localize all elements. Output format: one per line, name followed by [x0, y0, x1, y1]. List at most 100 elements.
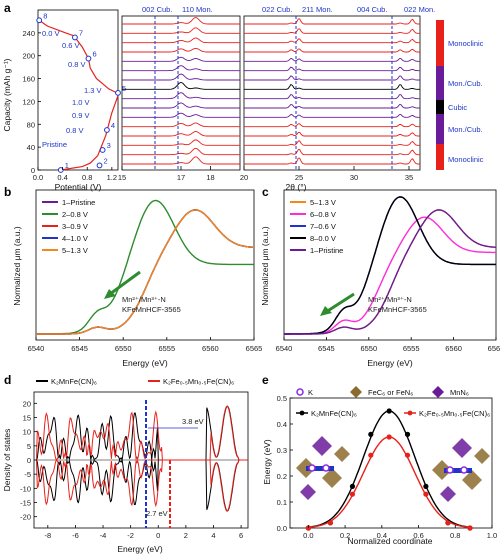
peak-label-5: 004 Cub. [357, 5, 387, 14]
capacity-point-6 [85, 55, 92, 62]
legend-label-5: 5–1.3 V [62, 246, 88, 255]
phase-label-3: Cubic [448, 103, 467, 112]
xrd-pattern-seg1-11 [122, 112, 240, 118]
xanes-xtick-label: 6565 [246, 344, 263, 353]
xrd-pattern-seg1-8 [122, 81, 240, 90]
barrier-point [445, 520, 451, 526]
xanes-xtick-label: 6545 [71, 344, 88, 353]
panel-e-frame [289, 397, 493, 529]
panel-label-c: c [262, 185, 269, 199]
phase-bar-cubic [436, 100, 444, 114]
panel-b-ylabel: Normalized μm (a.u.) [12, 226, 22, 306]
xrd-frame-2 [243, 15, 421, 171]
panel-e-energy-barrier: 0.0 0.2 0.4 0.6 0.8 1.0 0.00.10.20.30.40.5 K … [262, 386, 497, 546]
e-ytick-label: 0.5 [277, 394, 287, 403]
xrd-pattern-seg1-6 [122, 65, 240, 72]
panel-c-arrow [325, 292, 355, 314]
legend-label-2: 6–0.8 V [310, 210, 336, 219]
xrd-pattern-seg2-1 [244, 18, 420, 25]
xrd-pattern-seg2-9 [244, 93, 420, 100]
gap-label-red: 2.7 eV [146, 509, 168, 518]
xrd-pattern-seg2-16 [244, 157, 420, 165]
panel-c-xlabel: Energy (eV) [367, 358, 413, 368]
e-legend-label-2: K₂Fe₀.₅Mn₀.₅Fe(CN)₆ [419, 409, 490, 418]
xrd-pattern-seg1-3 [122, 37, 240, 44]
xrd-xtick-label: 17 [177, 173, 185, 182]
e-ytick-label: 0.2 [277, 472, 287, 481]
a-ytick-label: 0 [31, 166, 35, 175]
capacity-point-label-2: 2 [104, 156, 108, 165]
dos-xtick-label: -6 [72, 531, 79, 540]
xrd-pattern-seg2-8 [244, 83, 420, 90]
xrd-xtick-label: 25 [295, 173, 303, 182]
xanes-curve-5 [36, 209, 255, 335]
panel-e-ylabel: Energy (eV) [262, 439, 272, 485]
xanes-xtick-label: 6550 [115, 344, 132, 353]
xanes-xtick-label: 6565 [488, 344, 500, 353]
capacity-point-4 [104, 127, 110, 133]
legend-label-4: 8–0.0 V [310, 234, 336, 243]
peak-label-3: 022 Cub. [262, 5, 292, 14]
a-xtick-label: 0.0 [33, 173, 43, 182]
xrd-xtick-label: 35 [405, 173, 413, 182]
barrier-point [467, 525, 473, 531]
legend-k-icon [296, 388, 304, 396]
xanes-xtick-label: 6545 [318, 344, 335, 353]
barrier-point [349, 483, 356, 489]
anno-1-3v: 1.3 V [84, 86, 102, 95]
panel-label-e: e [262, 373, 269, 387]
crystal-structure-left [296, 436, 350, 500]
dos-xtick-label: 0 [156, 531, 160, 540]
xanes-xtick-label: 6555 [158, 344, 175, 353]
anno-0-6v: 0.6 V [62, 41, 80, 50]
e-ytick-label: 0.1 [277, 498, 287, 507]
xrd-pattern-seg1-4 [122, 47, 240, 53]
dos-up-2 [34, 405, 248, 461]
capacity-point-1 [57, 167, 64, 173]
dos-xtick-label: -2 [127, 531, 134, 540]
capacity-point-label-6: 6 [92, 50, 96, 59]
xrd-pattern-seg2-11 [244, 113, 420, 118]
a-xtick-label: 1.2 [107, 173, 117, 182]
xanes-curve-4 [284, 196, 496, 335]
e-xtick-label: 1.0 [487, 531, 497, 540]
xrd-pattern-seg2-10 [244, 103, 420, 109]
xrd-pattern-seg1-7 [122, 73, 240, 81]
dos-ytick-label: 5 [27, 442, 31, 451]
xrd-xtick-label: 18 [206, 173, 214, 182]
panel-label-b: b [4, 185, 11, 199]
a-xtick-label: 0.8 [82, 173, 92, 182]
panel-d-ylabel: Density of states [2, 429, 12, 492]
e-ytick-label: 0.0 [277, 524, 287, 533]
xrd-pattern-seg2-14 [244, 140, 420, 146]
xanes-xtick-label: 6555 [403, 344, 420, 353]
dos-down-2 [34, 458, 248, 512]
xrd-pattern-seg2-4 [244, 48, 420, 53]
gap-label-blue: 3.8 eV [182, 417, 204, 426]
legend-fec6-icon [350, 386, 362, 398]
barrier-point [386, 434, 392, 440]
capacity-point-label-3: 3 [107, 141, 111, 150]
barrier-point [368, 431, 374, 437]
legend-label-1: 1–Pristine [62, 198, 95, 207]
dos-ytick-label: 15 [23, 414, 31, 423]
legend-mnn6-icon [432, 386, 444, 398]
dos-xtick-label: 6 [239, 531, 243, 540]
anno-0-8v-b: 0.8 V [68, 60, 86, 69]
xrd-xtick-label: 30 [350, 173, 358, 182]
xrd-pattern-seg2-5 [244, 57, 420, 62]
dos-ytick-label: 20 [23, 399, 31, 408]
xrd-pattern-seg1-16 [122, 156, 240, 165]
e-xtick-label: 0.8 [450, 531, 460, 540]
phase-label-2: Mon./Cub. [448, 79, 483, 88]
dos-legend-label-1: K₂MnFe(CN)₆ [51, 377, 97, 386]
peak-label-6: 022 Mon. [404, 5, 435, 14]
xrd-pattern-seg2-6 [244, 66, 420, 72]
e-legend-label-1: K₂MnFe(CN)₆ [311, 409, 357, 418]
a-ytick-label: 160 [22, 75, 35, 84]
xanes-xtick-label: 6550 [360, 344, 377, 353]
anno-0-9v: 0.9 V [72, 111, 90, 120]
capacity-point-label-4: 4 [111, 121, 115, 130]
panel-d-xlabel: Energy (eV) [117, 544, 163, 554]
